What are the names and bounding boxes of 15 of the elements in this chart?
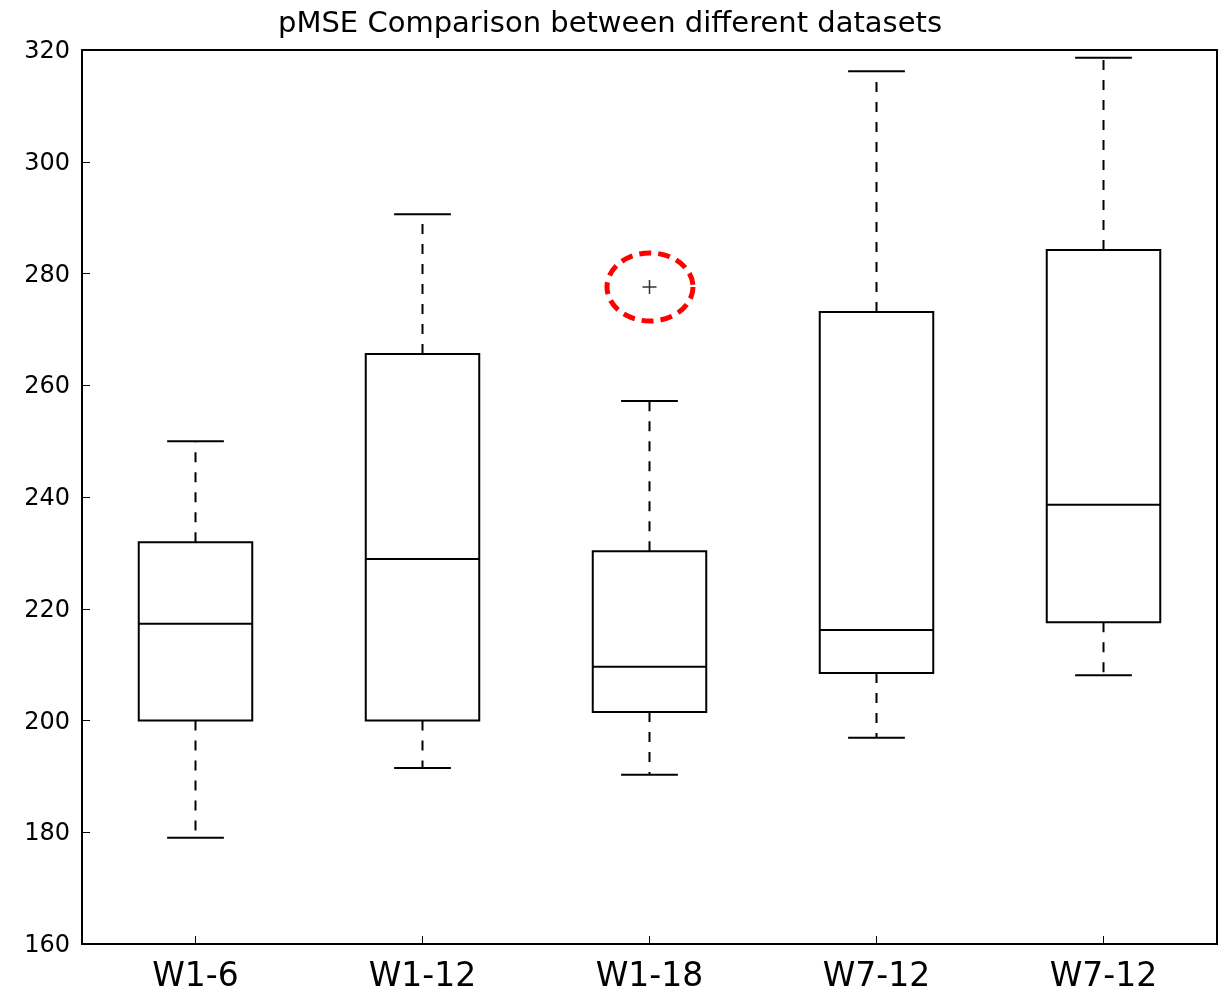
y-tick-label: 240 [24, 483, 70, 511]
x-tick-label: W7-12 [822, 955, 931, 994]
x-tick-label: W1-18 [595, 955, 704, 994]
y-tick-label: 280 [24, 259, 70, 288]
y-tick-label: 160 [24, 930, 70, 958]
x-tick-label: W7-12 [1049, 955, 1158, 994]
x-tick-label: W1-12 [368, 955, 477, 994]
y-tick-label: 220 [24, 594, 70, 623]
chart-title: pMSE Comparison between different datasets [278, 4, 942, 39]
y-tick-label: 300 [24, 147, 70, 176]
y-tick-label: 200 [24, 706, 70, 735]
y-tick-label: 320 [24, 36, 70, 64]
x-tick-label: W1-6 [152, 955, 239, 994]
y-tick-label: 260 [24, 371, 70, 400]
y-tick-label: 180 [24, 818, 70, 847]
